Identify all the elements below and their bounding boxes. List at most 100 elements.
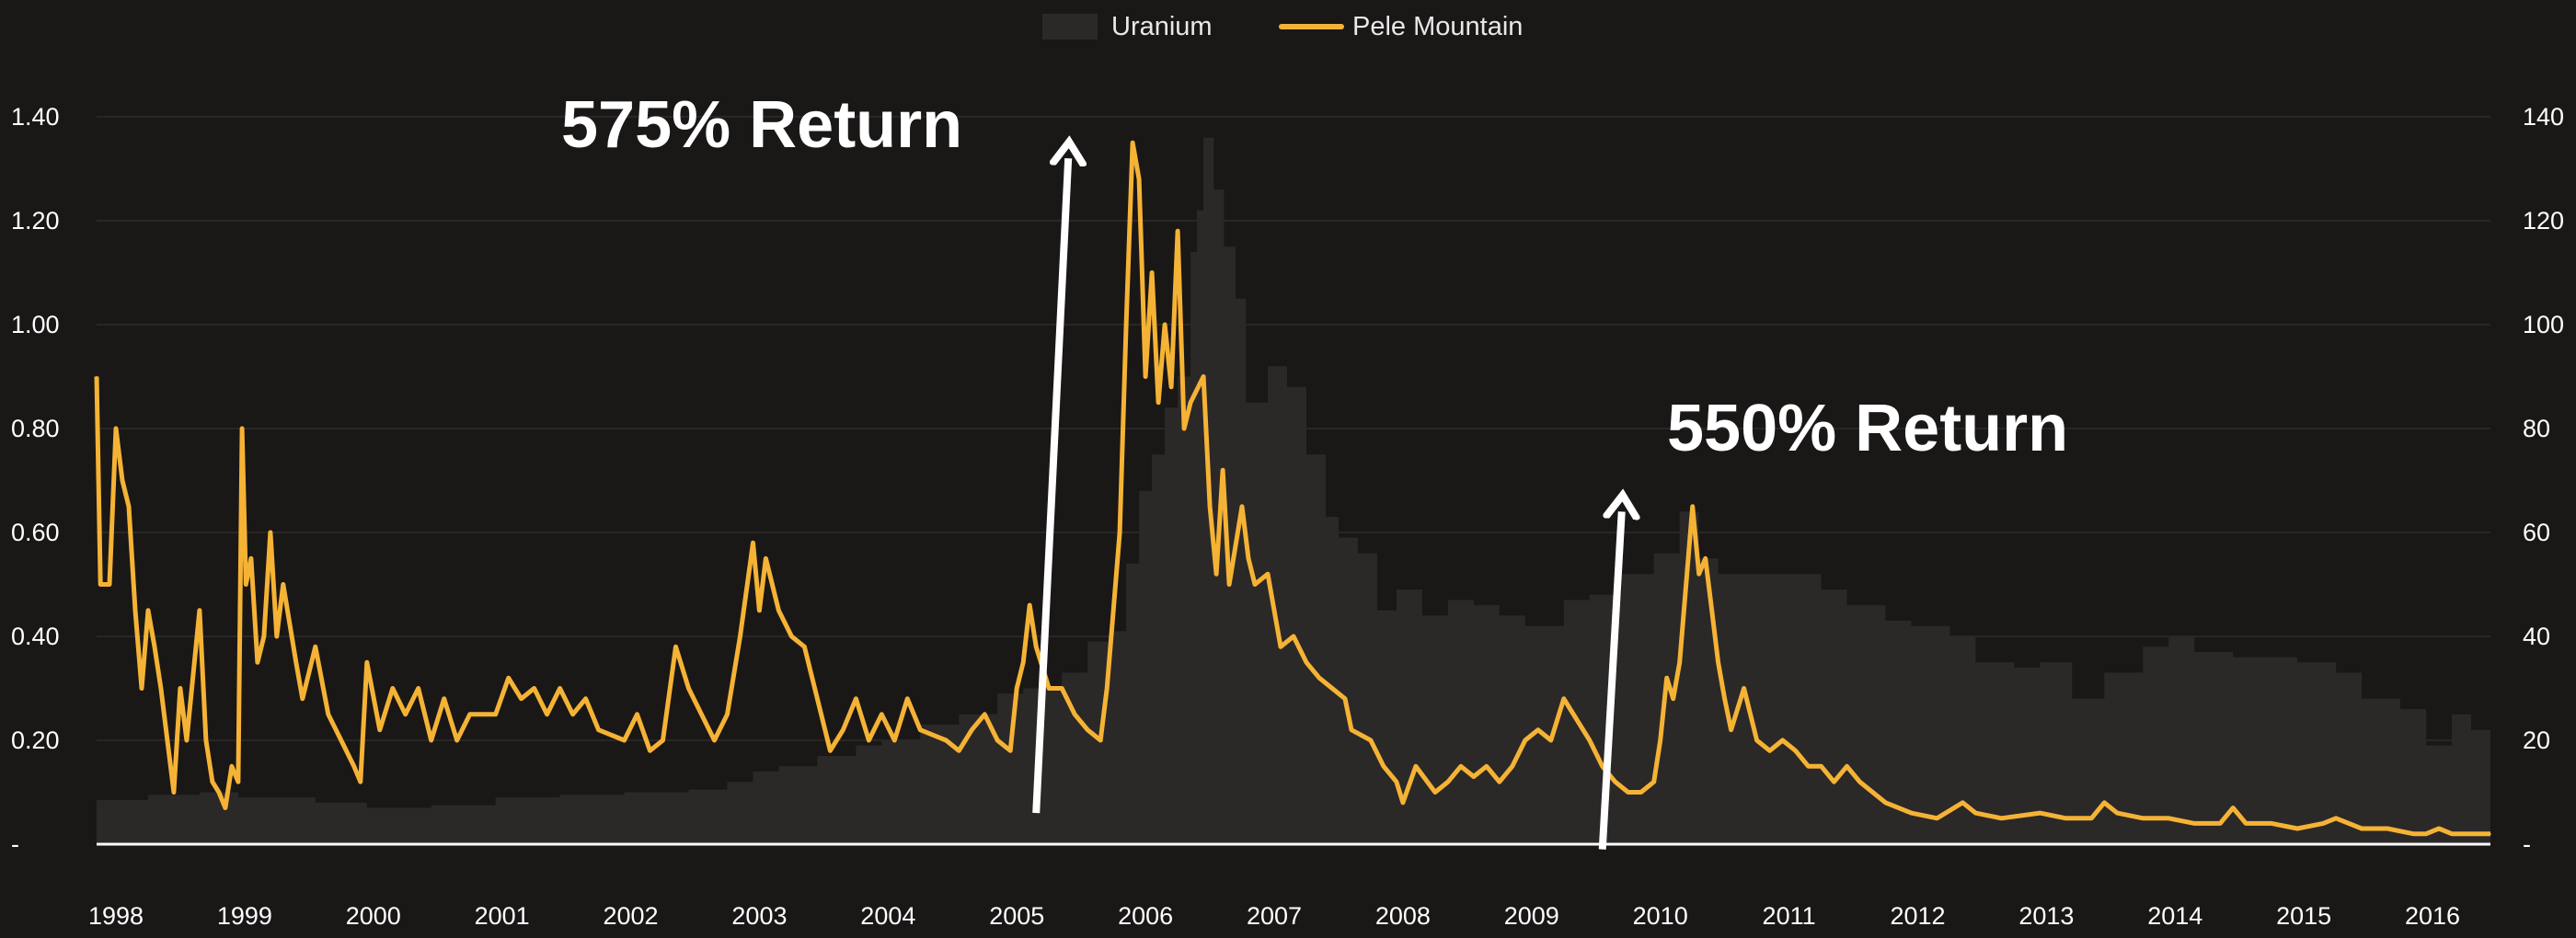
pele-mountain-point xyxy=(1009,749,1012,752)
pele-mountain-point xyxy=(1910,812,1913,814)
pele-mountain-point xyxy=(1588,739,1591,741)
pele-mountain-point xyxy=(1344,698,1346,700)
pele-mountain-point xyxy=(1575,718,1578,721)
pele-mountain-point xyxy=(1723,698,1726,700)
pele-mountain-point xyxy=(1936,817,1938,819)
pele-mountain-point xyxy=(2490,832,2491,835)
pele-mountain-point xyxy=(2451,832,2453,835)
pele-mountain-point xyxy=(241,428,243,429)
x-tick-label: 2009 xyxy=(1504,902,1559,930)
pele-mountain-point xyxy=(147,609,149,612)
pele-mountain-point xyxy=(1293,635,1294,637)
pele-mountain-point xyxy=(2386,828,2388,829)
legend: Uranium Pele Mountain xyxy=(1042,12,1523,41)
pele-mountain-point xyxy=(842,728,845,731)
x-tick-label: 2002 xyxy=(604,902,659,930)
pele-mountain-point xyxy=(218,791,220,794)
pele-mountain-point xyxy=(2335,817,2337,819)
pele-mountain-point xyxy=(109,583,110,586)
pele-mountain-point xyxy=(2000,817,2003,819)
pele-mountain-point xyxy=(558,687,561,690)
pele-mountain-point xyxy=(1871,791,1874,794)
pele-mountain-point xyxy=(1549,739,1552,741)
pele-mountain-point xyxy=(1202,375,1204,378)
pele-mountain-point xyxy=(1222,469,1224,471)
pele-mountain-point xyxy=(1820,765,1823,768)
pele-mountain-point xyxy=(571,713,574,715)
pele-mountain-point xyxy=(359,781,362,783)
pele-mountain-point xyxy=(121,479,123,482)
pele-mountain-point xyxy=(649,749,651,752)
pele-mountain-point xyxy=(700,713,703,715)
pele-mountain-point xyxy=(1704,557,1707,560)
pele-mountain-point xyxy=(115,428,117,429)
pele-mountain-point xyxy=(167,739,168,741)
pele-mountain-point xyxy=(134,609,136,612)
pele-mountain-point xyxy=(1254,583,1256,586)
pele-mountain-point xyxy=(1370,739,1372,741)
y-right-tick-label: - xyxy=(2523,830,2531,858)
pele-mountain-point xyxy=(1486,765,1488,768)
pele-mountain-point xyxy=(816,698,819,700)
pele-mountain-point xyxy=(996,739,999,741)
pele-mountain-point xyxy=(352,765,355,768)
pele-mountain-point xyxy=(270,532,271,533)
pele-mountain-point xyxy=(1029,604,1031,606)
pele-mountain-point xyxy=(1807,765,1810,768)
pele-mountain-point xyxy=(2142,817,2145,819)
pele-mountain-point xyxy=(1106,687,1108,690)
pele-mountain-point xyxy=(1697,573,1700,575)
pele-mountain-point xyxy=(945,739,948,741)
pele-mountain-point xyxy=(674,646,677,648)
pele-mountain-point xyxy=(1512,765,1513,768)
pele-mountain-point xyxy=(128,505,130,508)
pele-mountain-point xyxy=(250,557,252,560)
pele-mountain-point xyxy=(1601,765,1604,768)
pele-mountain-point xyxy=(2039,812,2041,814)
pele-mountain-point xyxy=(1672,698,1674,700)
pele-mountain-point xyxy=(1730,728,1732,731)
y-right-tick-label: 80 xyxy=(2523,415,2550,442)
x-tick-label: 2004 xyxy=(860,902,915,930)
pele-mountain-point xyxy=(237,781,239,783)
pele-mountain-point xyxy=(179,687,181,690)
y-left-tick-label: 1.20 xyxy=(11,207,60,234)
pele-mountain-point xyxy=(1035,646,1038,648)
pele-mountain-point xyxy=(1305,661,1307,664)
pele-mountain-point xyxy=(257,661,259,664)
pele-mountain-point xyxy=(417,687,420,690)
pele-mountain-point xyxy=(1164,324,1166,326)
pele-mountain-point xyxy=(1402,802,1404,804)
pele-mountain-point xyxy=(2438,828,2440,829)
pele-mountain-point xyxy=(1460,765,1462,768)
pele-mountain-point xyxy=(1099,739,1101,741)
pele-mountain-point xyxy=(1177,230,1179,233)
pele-mountain-point xyxy=(295,661,297,664)
pele-mountain-point xyxy=(328,713,329,715)
pele-mountain-point xyxy=(1132,142,1133,144)
y-left-tick-label: - xyxy=(11,830,19,858)
annotation-label: 550% Return xyxy=(1667,392,2068,465)
pele-mountain-point xyxy=(2361,828,2363,829)
pele-mountain-point xyxy=(713,739,716,741)
x-tick-label: 2006 xyxy=(1118,902,1173,930)
y-right-tick-label: 140 xyxy=(2523,103,2564,131)
pele-mountain-point xyxy=(2412,832,2414,835)
pele-mountain-point xyxy=(443,698,445,700)
x-axis: 1998 1999 2000 2001 2002 2003 2004 2005 2006 2007… xyxy=(88,902,2460,930)
pele-mountain-point xyxy=(855,698,857,700)
pele-mountain-point xyxy=(1280,646,1282,648)
pele-mountain-point xyxy=(245,583,247,586)
pele-mountain-point xyxy=(1061,687,1063,690)
y-right-tick-label: 20 xyxy=(2523,726,2550,754)
pele-mountain-point xyxy=(1331,687,1333,690)
x-tick-label: 1998 xyxy=(88,902,144,930)
pele-mountain-point xyxy=(1215,573,1217,575)
pele-mountain-point xyxy=(2245,822,2248,825)
pele-mountain-point xyxy=(455,739,458,741)
legend-label-pele-mountain: Pele Mountain xyxy=(1352,12,1523,41)
pele-mountain-point xyxy=(1170,386,1172,388)
pele-mountain-point xyxy=(765,557,767,560)
annotations: 575% Return 550% Return xyxy=(561,88,2068,850)
pele-mountain-point xyxy=(1691,505,1694,508)
